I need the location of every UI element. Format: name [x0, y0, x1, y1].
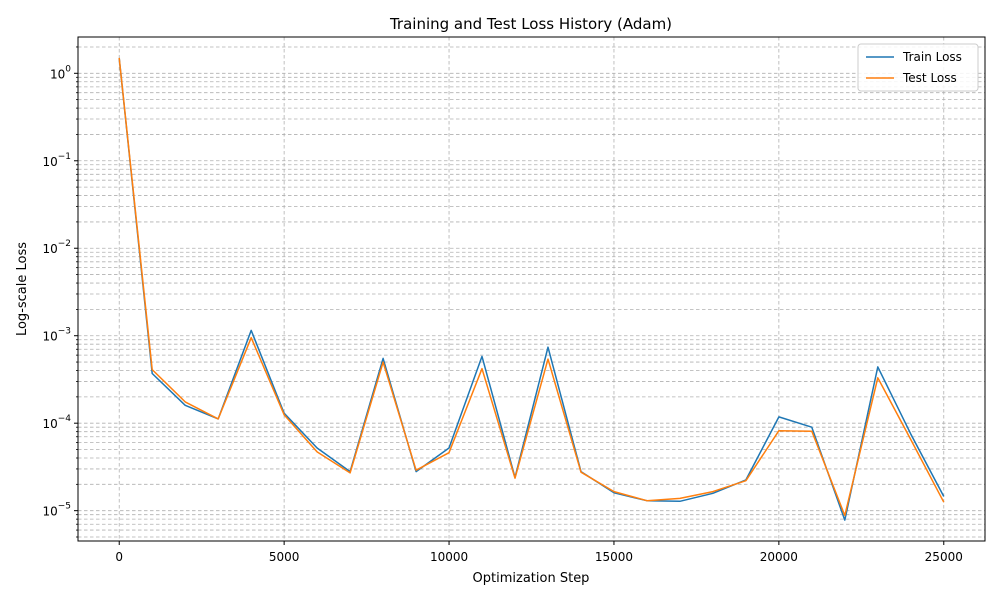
y-tick-label: 10−5	[42, 502, 71, 519]
x-tick-label: 20000	[760, 550, 798, 564]
y-tick-label: 10−1	[42, 152, 71, 169]
legend-label: Train Loss	[902, 50, 962, 64]
grid-lines	[78, 37, 985, 541]
chart-title: Training and Test Loss History (Adam)	[389, 15, 672, 33]
y-tick-label: 100	[50, 64, 71, 81]
x-tick-label: 5000	[269, 550, 300, 564]
y-tick-label-base: 10	[42, 155, 57, 169]
y-tick-label-exponent: 0	[65, 64, 71, 74]
x-axis-ticks: 0 5000 10000 15000 20000 25000	[115, 541, 963, 564]
x-tick-label: 0	[115, 550, 123, 564]
x-tick-label: 15000	[595, 550, 633, 564]
y-tick-label-exponent: −2	[58, 239, 71, 249]
legend-label: Test Loss	[902, 71, 957, 85]
y-tick-label-base: 10	[42, 330, 57, 344]
y-tick-label-exponent: −1	[58, 152, 71, 162]
y-tick-label: 10−2	[42, 239, 71, 256]
legend-box	[857, 43, 979, 92]
y-tick-label-base: 10	[42, 417, 57, 431]
y-tick-label-base: 10	[50, 67, 65, 81]
test-loss-line	[118, 57, 945, 517]
y-tick-label: 10−3	[42, 327, 71, 344]
x-axis-label: Optimization Step	[473, 571, 590, 586]
y-tick-label-exponent: −4	[58, 414, 72, 424]
legend: Train Loss Test Loss	[857, 43, 979, 92]
series-lines	[118, 57, 945, 521]
x-tick-label: 25000	[925, 550, 963, 564]
plot-frame	[77, 36, 986, 542]
y-tick-label: 10−4	[42, 414, 71, 431]
y-tick-label-exponent: −5	[58, 502, 71, 512]
y-tick-label-base: 10	[42, 505, 57, 519]
x-tick-label: 10000	[430, 550, 468, 564]
y-axis-label: Log-scale Loss	[15, 242, 30, 336]
train-loss-line	[118, 57, 945, 521]
y-tick-label-base: 10	[42, 242, 57, 256]
y-tick-label-exponent: −3	[58, 327, 71, 337]
